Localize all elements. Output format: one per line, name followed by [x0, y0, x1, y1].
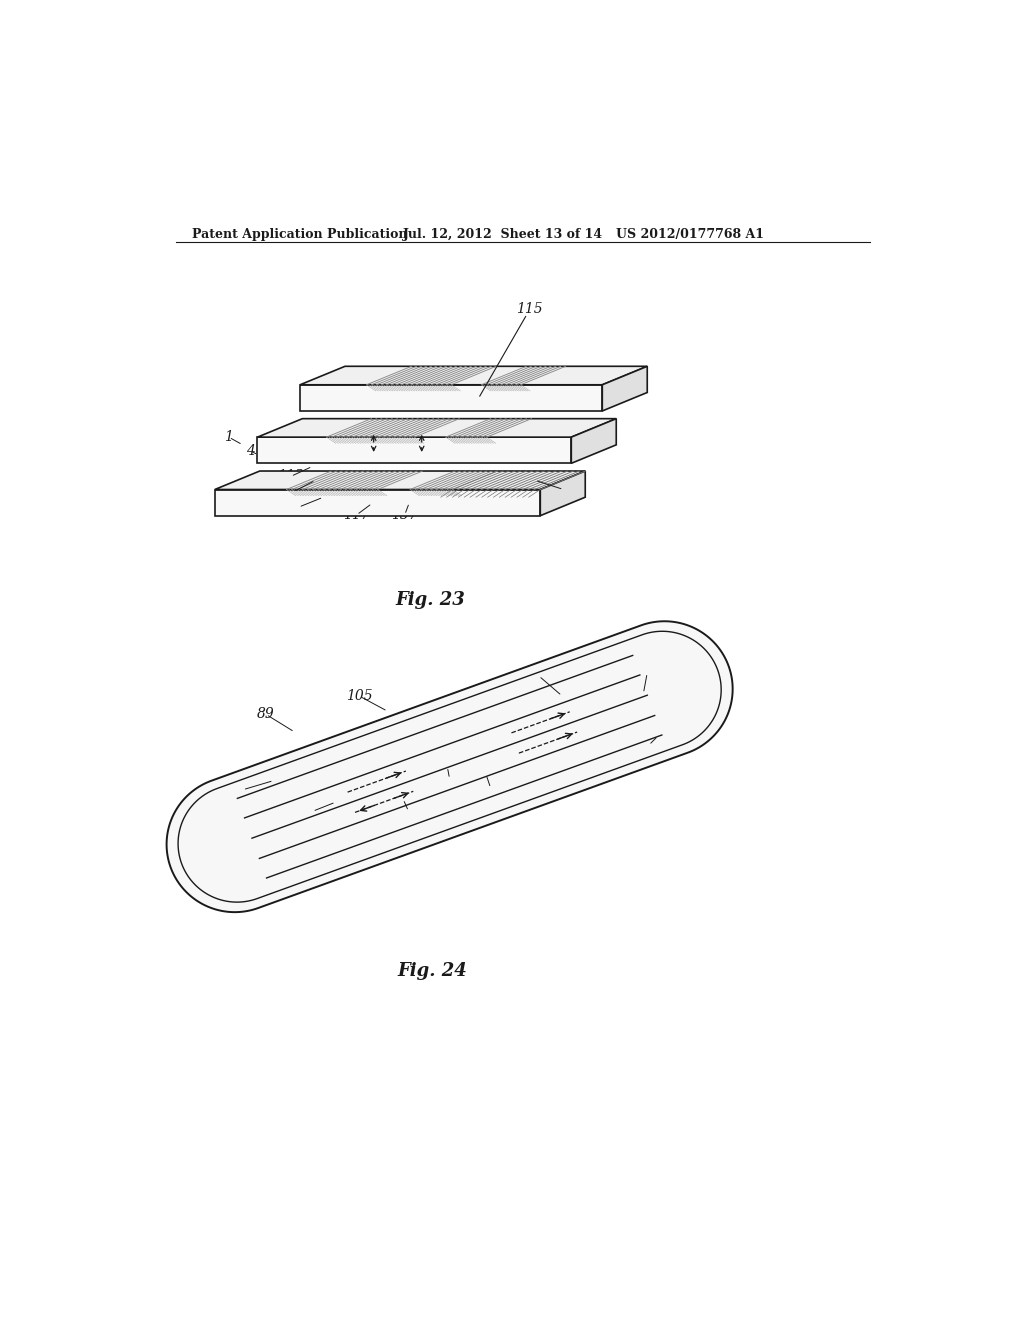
Polygon shape: [257, 418, 616, 437]
Text: 133: 133: [286, 500, 312, 515]
Polygon shape: [602, 367, 647, 411]
Text: 115: 115: [436, 772, 463, 785]
Text: 4: 4: [376, 503, 385, 516]
Text: 105: 105: [346, 689, 373, 702]
Text: 119: 119: [477, 781, 504, 795]
Text: 105: 105: [634, 665, 660, 680]
Polygon shape: [300, 385, 602, 411]
Text: Fig. 23: Fig. 23: [395, 591, 465, 610]
Text: 113: 113: [278, 470, 304, 483]
Text: 117: 117: [299, 804, 326, 818]
Text: 115: 115: [516, 301, 543, 315]
Text: 117: 117: [343, 508, 370, 521]
Text: 1: 1: [224, 430, 233, 444]
Text: 113: 113: [229, 783, 256, 797]
Text: 89: 89: [257, 708, 274, 721]
Text: 119: 119: [550, 483, 577, 496]
Polygon shape: [571, 418, 616, 463]
Text: Patent Application Publication: Patent Application Publication: [191, 227, 408, 240]
Polygon shape: [300, 367, 647, 385]
Text: 131: 131: [280, 484, 306, 499]
Text: 91: 91: [649, 729, 667, 743]
Text: US 2012/0177768 A1: US 2012/0177768 A1: [616, 227, 764, 240]
Polygon shape: [541, 471, 586, 516]
Polygon shape: [167, 622, 732, 912]
Text: Fig. 24: Fig. 24: [397, 962, 467, 979]
Text: 137: 137: [391, 508, 418, 521]
Text: 4: 4: [246, 444, 255, 458]
Text: 89: 89: [529, 669, 548, 682]
Polygon shape: [257, 437, 571, 463]
Polygon shape: [215, 471, 586, 490]
Text: Jul. 12, 2012  Sheet 13 of 14: Jul. 12, 2012 Sheet 13 of 14: [403, 227, 603, 240]
Text: 91: 91: [399, 804, 418, 818]
Polygon shape: [215, 490, 541, 516]
